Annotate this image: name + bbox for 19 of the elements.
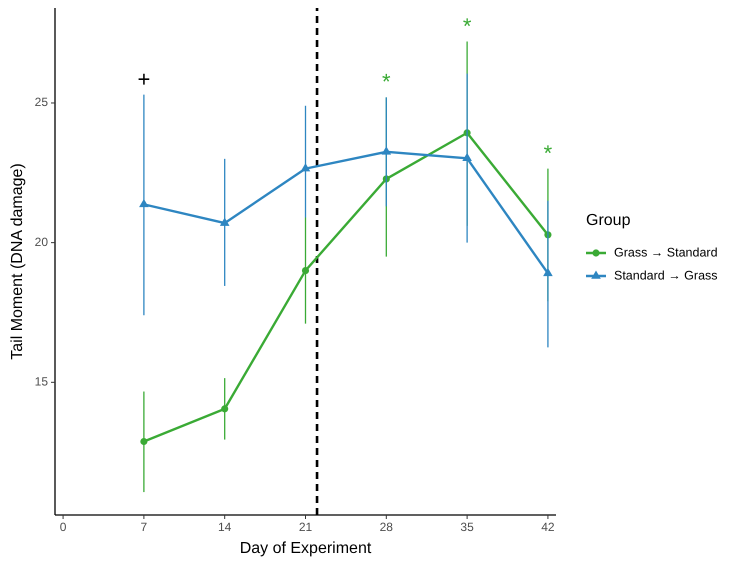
x-tick-label: 28 [380, 520, 394, 534]
annotation: + [137, 66, 150, 92]
legend-label: Grass → Standard [614, 245, 718, 260]
x-tick-label: 14 [218, 520, 232, 534]
x-tick-label: 7 [140, 520, 148, 534]
annotation: * [544, 140, 553, 166]
legend-title: Group [586, 212, 631, 229]
x-tick-label: 21 [298, 520, 312, 534]
x-tick-label: 35 [460, 520, 474, 534]
y-tick-label: 20 [34, 234, 48, 249]
x-tick-label: 42 [541, 520, 555, 534]
x-axis-title: Day of Experiment [240, 540, 372, 557]
annotation: * [382, 69, 392, 94]
y-tick-label: 25 [34, 95, 48, 110]
annotation: * [462, 13, 472, 38]
legend-label: Standard → Grass [614, 268, 718, 282]
y-axis-title: Tail Moment (DNA damage) [9, 163, 26, 360]
x-tick-label: 0 [60, 520, 67, 534]
y-tick-label: 15 [34, 374, 48, 388]
